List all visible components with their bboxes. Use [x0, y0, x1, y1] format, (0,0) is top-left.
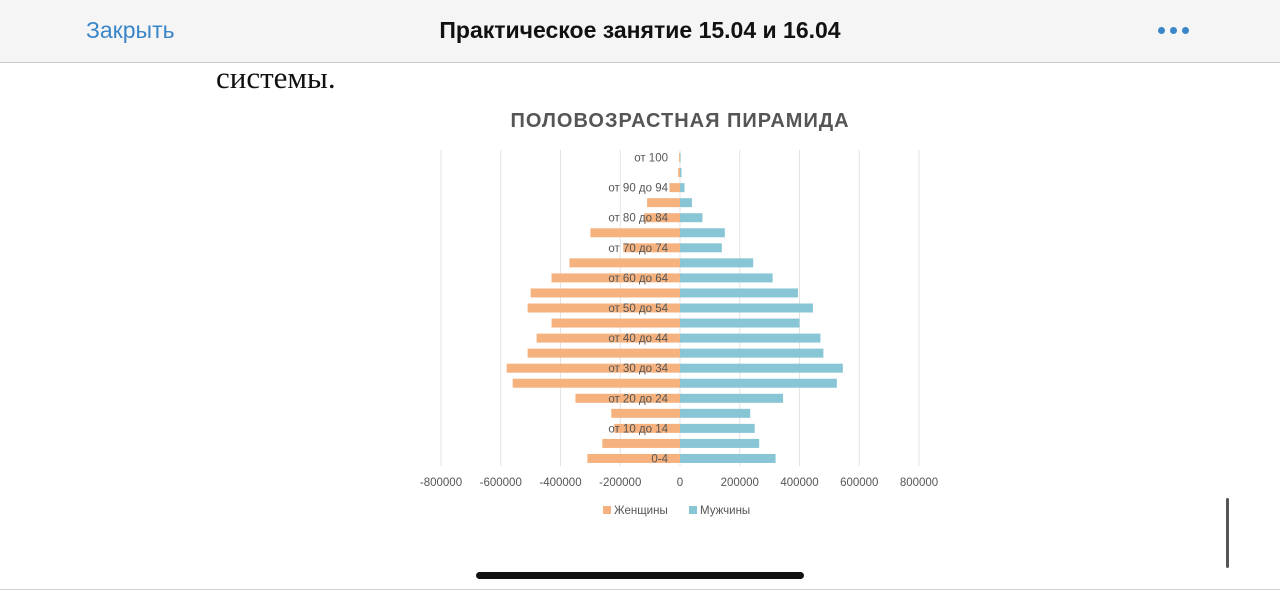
scrollbar[interactable]: [1226, 498, 1229, 568]
bar-men-3: [680, 198, 692, 208]
y-tick-label-20: 0-4: [651, 453, 668, 465]
bar-women-19: [602, 438, 680, 448]
bar-men-7: [680, 258, 754, 268]
y-tick-label-18: от 10 до 14: [608, 423, 668, 435]
bar-men-12: [680, 333, 821, 343]
bar-women-2: [669, 183, 680, 193]
y-tick-label-4: от 80 до 84: [608, 213, 668, 225]
home-indicator[interactable]: [476, 572, 804, 579]
document-title: Практическое занятие 15.04 и 16.04: [439, 17, 841, 43]
bar-men-6: [680, 243, 722, 253]
more-horizontal-icon[interactable]: [1158, 27, 1190, 37]
y-tick-label-6: от 70 до 74: [608, 243, 668, 255]
bar-women-9: [530, 288, 680, 298]
bar-men-5: [680, 228, 725, 238]
legend-swatch-men: [689, 506, 697, 514]
x-tick-label-6: 400000: [780, 477, 818, 489]
bar-women-7: [569, 258, 680, 268]
bar-men-20: [680, 453, 776, 463]
y-tick-label-14: от 30 до 34: [608, 363, 668, 375]
bar-women-5: [590, 228, 680, 238]
bar-women-20: [587, 453, 680, 463]
bar-men-9: [680, 288, 799, 298]
bar-women-17: [611, 408, 680, 418]
x-tick-label-0: -800000: [420, 477, 462, 489]
bar-men-14: [680, 363, 843, 373]
close-button[interactable]: Закрыть: [86, 17, 175, 43]
bar-women-13: [527, 348, 680, 358]
legend-swatch-women: [603, 506, 611, 514]
bar-men-19: [680, 438, 760, 448]
y-tick-label-10: от 50 до 54: [608, 303, 668, 315]
y-tick-label-8: от 60 до 64: [608, 273, 668, 285]
bar-women-10: [527, 303, 680, 313]
bar-men-13: [680, 348, 824, 358]
bar-men-2: [680, 183, 685, 193]
x-tick-label-8: 800000: [900, 477, 938, 489]
x-tick-label-1: -600000: [480, 477, 522, 489]
chart-title: ПОЛОВОЗРАСТНАЯ ПИРАМИДА: [510, 110, 849, 132]
x-tick-label-3: -200000: [599, 477, 641, 489]
y-tick-label-0: от 100: [634, 153, 668, 165]
population-pyramid-chart: ПОЛОВОЗРАСТНАЯ ПИРАМИДА от 100 от 90 до 9…: [420, 110, 938, 517]
bar-men-8: [680, 273, 773, 283]
bar-women-11: [551, 318, 680, 328]
bar-women-16: [575, 393, 680, 403]
bar-men-17: [680, 408, 751, 418]
bottom-divider: [0, 589, 1280, 590]
legend-label-women: Женщины: [614, 505, 668, 517]
bar-men-4: [680, 213, 703, 223]
bar-men-11: [680, 318, 800, 328]
bar-women-0: [679, 153, 680, 163]
bar-men-18: [680, 423, 755, 433]
top-bar: Закрыть Практическое занятие 15.04 и 16.…: [0, 0, 1280, 63]
document-text-fragment: системы.: [216, 60, 336, 95]
bar-women-6: [623, 243, 680, 253]
bar-men-16: [680, 393, 784, 403]
bar-men-15: [680, 378, 837, 388]
bar-men-10: [680, 303, 813, 313]
x-tick-label-4: 0: [677, 477, 683, 489]
bar-women-8: [551, 273, 680, 283]
y-tick-label-12: от 40 до 44: [608, 333, 668, 345]
bar-men-1: [680, 168, 682, 178]
x-tick-label-7: 600000: [840, 477, 878, 489]
bar-women-4: [644, 213, 680, 223]
x-tick-label-2: -400000: [539, 477, 581, 489]
x-tick-label-5: 200000: [721, 477, 759, 489]
legend-label-men: Мужчины: [700, 505, 750, 517]
bar-women-15: [512, 378, 680, 388]
bar-women-1: [678, 168, 680, 178]
y-tick-label-16: от 20 до 24: [608, 393, 668, 405]
bar-men-0: [680, 153, 681, 163]
bar-women-12: [536, 333, 680, 343]
bar-women-18: [614, 423, 680, 433]
bar-women-14: [506, 363, 680, 373]
y-tick-label-2: от 90 до 94: [608, 183, 668, 195]
bar-women-3: [647, 198, 680, 208]
